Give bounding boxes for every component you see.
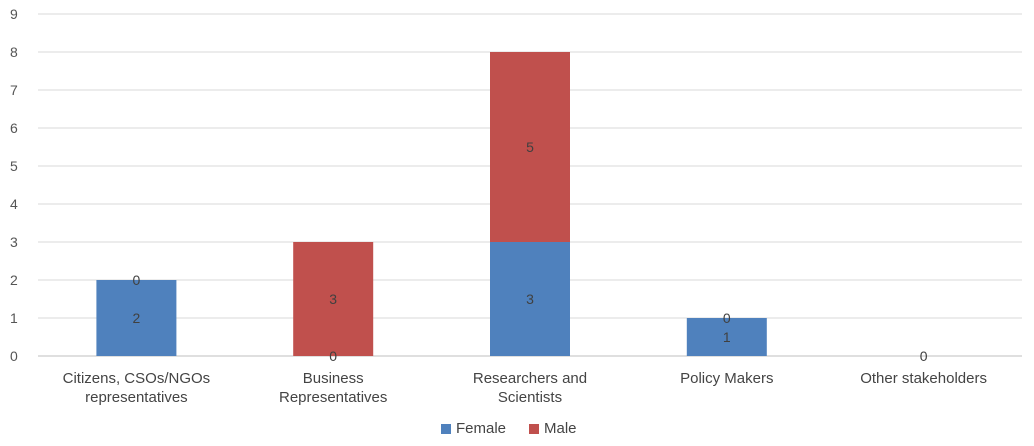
data-label-female-1: 0 bbox=[329, 348, 337, 364]
legend: Female Male bbox=[441, 420, 577, 437]
y-tick-label: 2 bbox=[10, 272, 18, 288]
category-label: Representatives bbox=[279, 389, 387, 406]
y-tick-label: 9 bbox=[10, 6, 18, 22]
y-tick-label: 8 bbox=[10, 44, 18, 60]
data-label-male-3: 0 bbox=[723, 310, 731, 326]
data-label-male-4: 0 bbox=[920, 348, 928, 364]
data-label-female-2: 3 bbox=[526, 291, 534, 307]
data-label-male-0: 0 bbox=[133, 272, 141, 288]
category-label: Researchers and bbox=[473, 370, 587, 387]
x-axis-category-labels: Citizens, CSOs/NGOs representatives Busine… bbox=[63, 370, 987, 406]
category-label: Citizens, CSOs/NGOs bbox=[63, 370, 211, 387]
category-label: Policy Makers bbox=[680, 370, 773, 387]
bar-female-2 bbox=[490, 242, 570, 356]
y-tick-label: 1 bbox=[10, 310, 18, 326]
y-tick-label: 5 bbox=[10, 158, 18, 174]
y-tick-label: 0 bbox=[10, 348, 18, 364]
legend-swatch-male bbox=[529, 424, 539, 434]
category-label: Scientists bbox=[498, 389, 562, 406]
y-axis-ticks: 0 1 2 3 4 5 6 7 8 9 bbox=[10, 6, 18, 364]
y-tick-label: 6 bbox=[10, 120, 18, 136]
bars bbox=[96, 52, 767, 356]
legend-swatch-female bbox=[441, 424, 451, 434]
y-tick-label: 7 bbox=[10, 82, 18, 98]
data-label-female-0: 2 bbox=[133, 310, 141, 326]
category-label: representatives bbox=[85, 389, 188, 406]
data-labels: 2 0 3 1 0 3 5 0 0 bbox=[133, 139, 928, 364]
bar-female-0 bbox=[96, 280, 177, 356]
legend-label-female: Female bbox=[456, 420, 506, 437]
data-label-male-1: 3 bbox=[329, 291, 337, 307]
y-tick-label: 3 bbox=[10, 234, 18, 250]
legend-label-male: Male bbox=[544, 420, 577, 437]
category-label: Business bbox=[303, 370, 364, 387]
bar-female-3 bbox=[686, 318, 767, 356]
bar-male-1 bbox=[293, 242, 374, 356]
y-tick-label: 4 bbox=[10, 196, 18, 212]
bar-male-2 bbox=[490, 52, 570, 242]
data-label-male-2: 5 bbox=[526, 139, 534, 155]
data-label-female-3: 1 bbox=[723, 329, 731, 345]
category-label: Other stakeholders bbox=[860, 370, 987, 387]
